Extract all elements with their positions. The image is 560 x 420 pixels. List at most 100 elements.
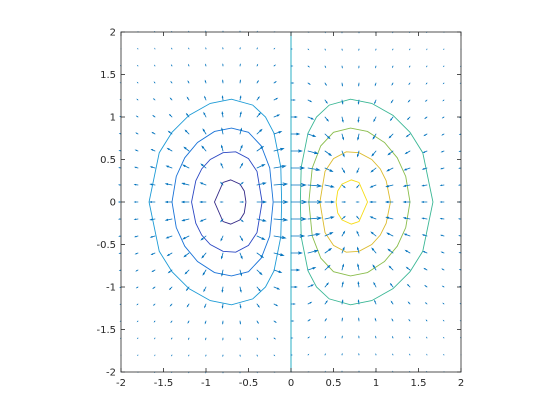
quiver-arrow [220,235,224,242]
quiver-arrow [369,216,377,220]
quiver-arrow [239,144,243,152]
quiver-arrow [421,167,428,170]
quiver-arrow [181,182,190,186]
quiver-arrow [356,184,360,189]
quiver-arrow [273,337,277,340]
quiver-arrow [135,115,139,118]
quiver-arrow [307,82,311,85]
y-tick-label: -0.5 [96,240,116,251]
quiver-arrow [170,80,173,84]
quiver-arrow [273,97,279,101]
quiver-arrow [183,252,190,258]
quiver-arrow [408,318,411,322]
quiver-arrow [239,95,242,101]
quiver-arrow [405,133,411,138]
quiver-arrow [167,130,173,135]
quiver-arrow [372,264,377,271]
quiver-arrow [307,65,311,68]
quiver-arrow [152,303,156,306]
quiver-arrow [239,269,243,277]
quiver-arrow [420,201,428,203]
quiver-arrow [221,127,224,135]
quiver-arrow [186,96,190,101]
quiver-arrow [441,268,445,271]
quiver-arrow [151,269,156,273]
quiver-arrow [221,286,224,293]
quiver-arrow [204,95,207,101]
quiver-arrow [307,216,323,221]
quiver-arrow [273,320,277,323]
quiver-arrow [439,184,445,187]
quiver-arrow [165,235,173,239]
quiver-arrow [204,320,207,325]
quiver-arrow [273,165,287,169]
x-tick-label: -0.5 [239,378,259,389]
quiver-arrow [273,200,289,204]
quiver-arrow [439,201,445,203]
quiver-arrow [150,252,156,256]
quiver-arrow [290,99,296,101]
quiver-arrow [391,318,394,322]
quiver-arrow [290,116,298,118]
quiver-arrow [440,234,445,237]
quiver-arrow [239,181,244,186]
quiver-arrow [307,99,313,103]
quiver-arrow [424,116,428,120]
y-tick-label: 0 [110,198,116,209]
quiver-arrow [424,302,428,305]
quiver-arrow [290,303,296,305]
quiver-arrow [183,146,190,152]
quiver-arrow [187,320,190,324]
quiver-arrow [441,133,445,136]
quiver-arrow [222,79,224,84]
quiver-arrow [239,235,244,242]
quiver-arrow [402,184,411,187]
contour-line [299,98,434,306]
quiver-arrow [168,113,173,118]
quiver-arrow [373,281,377,288]
quiver-arrow [324,231,334,237]
quiver-arrow [371,150,377,157]
y-tick-label: 1.5 [100,70,116,81]
quiver-arrow [166,147,173,152]
quiver-arrow [256,303,260,308]
quiver-arrow [324,167,334,173]
y-tick-label: 1 [110,113,116,124]
quiver-arrow [402,200,411,204]
quiver-arrow [222,320,224,325]
quiver-arrow [369,184,377,188]
quiver-arrow [204,303,207,309]
quiver-arrow [256,269,263,276]
quiver-arrow [422,150,428,154]
quiver-arrow [273,147,285,152]
x-tick-label: 0 [288,378,294,389]
quiver-arrow [203,111,207,118]
quiver-arrow [387,248,394,254]
quiver-arrow [341,215,346,220]
quiver-arrow [341,246,345,254]
quiver-arrow [307,200,323,204]
quiver-arrow [136,98,139,101]
quiver-arrow [185,112,190,118]
quiver-arrow [290,183,307,187]
quiver-arrow [256,96,260,101]
quiver-arrow [390,300,394,305]
quiver-arrow [307,150,319,155]
quiver-arrow [388,133,394,139]
quiver-arrow [149,218,156,221]
quiver-arrow [186,303,190,308]
quiver-arrow [199,218,207,222]
quiver-arrow [370,167,377,173]
quiver-arrow [167,269,173,274]
quiver-arrow [403,233,411,237]
quiver-arrow [324,150,333,157]
axes-box [120,31,462,373]
quiver-arrow [239,201,245,203]
quiver-arrow [256,128,263,135]
quiver-arrow [221,269,224,277]
quiver-arrow [307,183,323,188]
quiver-arrow [341,201,347,203]
quiver-arrow [406,116,411,121]
quiver-arrow [391,82,394,86]
quiver-arrow [136,303,139,306]
